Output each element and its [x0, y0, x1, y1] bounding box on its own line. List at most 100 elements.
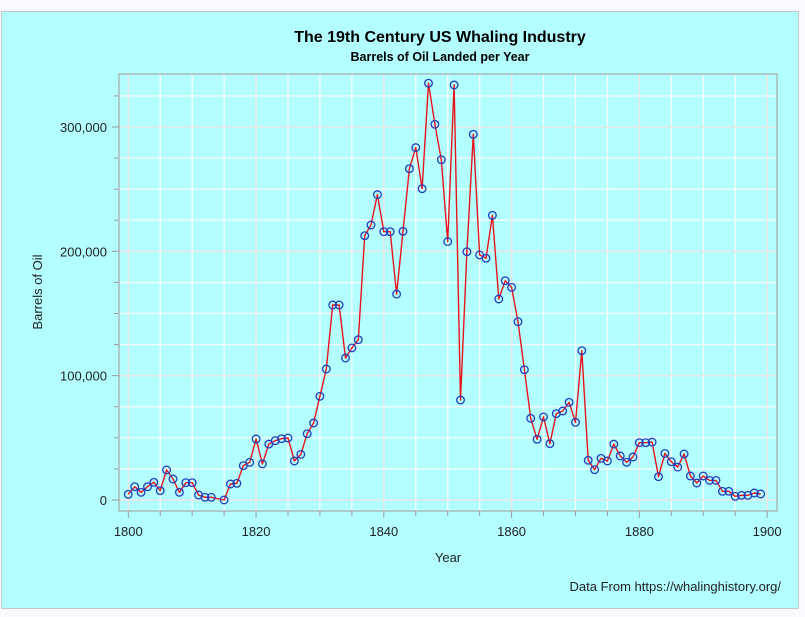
- data-point-1853: [462, 247, 472, 257]
- data-point-1872: [583, 455, 593, 465]
- data-point-1813: [206, 492, 216, 502]
- data-point-1885: [666, 457, 676, 467]
- data-point-1833: [334, 300, 344, 310]
- data-point-1877: [615, 451, 625, 461]
- data-point-1831: [321, 364, 331, 374]
- data-point-1854: [468, 129, 478, 139]
- x-tick-label-1820: 1820: [242, 524, 271, 539]
- data-point-1842: [392, 289, 402, 299]
- grid-lines: [119, 74, 777, 511]
- data-point-1824: [277, 434, 287, 444]
- data-point-1868: [558, 406, 568, 416]
- data-point-1840: [379, 227, 389, 237]
- data-point-1819: [245, 457, 255, 467]
- data-point-1839: [372, 190, 382, 200]
- data-point-1829: [309, 418, 319, 428]
- data-point-1838: [366, 220, 376, 230]
- data-point-1821: [257, 459, 267, 469]
- data-point-1846: [417, 184, 427, 194]
- y-tick-label-100000: 100,000: [60, 369, 107, 384]
- data-point-1891: [705, 475, 715, 485]
- y-tick-label-200000: 200,000: [60, 244, 107, 259]
- data-point-1882: [647, 437, 657, 447]
- data-point-1847: [424, 78, 433, 88]
- data-point-1832: [328, 300, 338, 310]
- data-point-1848: [430, 119, 440, 129]
- x-tick-label-1800: 1800: [114, 524, 143, 539]
- x-tick-label-1840: 1840: [369, 524, 398, 539]
- data-point-1879: [628, 452, 638, 462]
- data-point-1899: [756, 489, 766, 499]
- series-line: [127, 82, 761, 501]
- data-point-1834: [341, 353, 350, 363]
- data-point-1850: [443, 237, 453, 247]
- data-source-footnote: Data From https://whalinghistory.org/: [570, 579, 782, 594]
- data-point-1898: [749, 488, 759, 498]
- data-point-1888: [685, 471, 695, 481]
- data-point-1886: [673, 462, 683, 472]
- data-point-1812: [200, 492, 210, 502]
- x-axis-label: Year: [435, 550, 462, 565]
- chart-subtitle: Barrels of Oil Landed per Year: [350, 50, 529, 64]
- data-point-1861: [513, 317, 523, 327]
- data-point-1864: [532, 434, 542, 444]
- data-point-1820: [251, 434, 261, 444]
- data-point-1851: [449, 80, 459, 90]
- y-axis-label: Barrels of Oil: [30, 254, 45, 329]
- data-point-1841: [385, 227, 395, 237]
- data-point-1804: [149, 477, 159, 487]
- data-point-1887: [679, 449, 689, 459]
- data-point-1809: [181, 478, 191, 488]
- data-point-1835: [347, 343, 357, 353]
- data-point-1889: [692, 478, 702, 488]
- data-point-1883: [654, 472, 663, 482]
- data-point-1815: [219, 495, 229, 505]
- data-point-1863: [526, 413, 536, 423]
- chart-background-panel: [1, 11, 799, 609]
- data-point-1870: [571, 417, 580, 427]
- series-barrels-of-oil: [123, 78, 766, 505]
- data-point-1857: [487, 210, 497, 220]
- data-point-1800: [123, 489, 133, 499]
- x-tick-label-1860: 1860: [497, 524, 526, 539]
- data-point-1892: [711, 475, 721, 485]
- data-point-1869: [564, 397, 574, 407]
- data-point-1896: [737, 490, 746, 500]
- data-point-1875: [602, 456, 612, 466]
- data-point-1830: [315, 391, 325, 401]
- data-point-1843: [398, 226, 408, 236]
- data-point-1859: [500, 276, 510, 286]
- data-point-1836: [353, 335, 363, 345]
- data-point-1876: [609, 439, 619, 449]
- data-point-1803: [143, 482, 152, 492]
- data-point-1895: [730, 491, 740, 501]
- data-point-1849: [436, 155, 446, 165]
- axis-ticks: [112, 95, 768, 518]
- data-point-1837: [360, 231, 370, 241]
- data-point-1844: [404, 164, 414, 174]
- data-point-1865: [539, 412, 548, 422]
- data-point-1884: [660, 448, 670, 458]
- data-point-1801: [130, 482, 140, 492]
- data-point-1862: [519, 365, 529, 375]
- data-point-1825: [283, 433, 293, 443]
- data-point-1826: [289, 456, 299, 466]
- data-point-1894: [724, 486, 734, 496]
- x-axis-tick-labels: 1800 1820 1840 1860 1880 1900: [114, 524, 782, 539]
- data-point-1805: [155, 486, 165, 496]
- data-point-1823: [270, 436, 280, 446]
- data-point-1810: [187, 478, 197, 488]
- data-point-1808: [174, 487, 184, 497]
- chart-title: The 19th Century US Whaling Industry: [294, 29, 586, 46]
- x-tick-label-1880: 1880: [625, 524, 654, 539]
- x-tick-label-1900: 1900: [753, 524, 782, 539]
- y-tick-label-0: 0: [100, 493, 107, 508]
- data-point-1827: [296, 449, 306, 459]
- y-axis-tick-labels: 0 100,000 200,000 300,000: [60, 120, 107, 508]
- data-point-1873: [590, 465, 600, 475]
- data-point-1828: [302, 429, 312, 439]
- data-point-1890: [698, 471, 708, 481]
- data-point-1866: [545, 439, 555, 449]
- data-point-1858: [494, 294, 504, 304]
